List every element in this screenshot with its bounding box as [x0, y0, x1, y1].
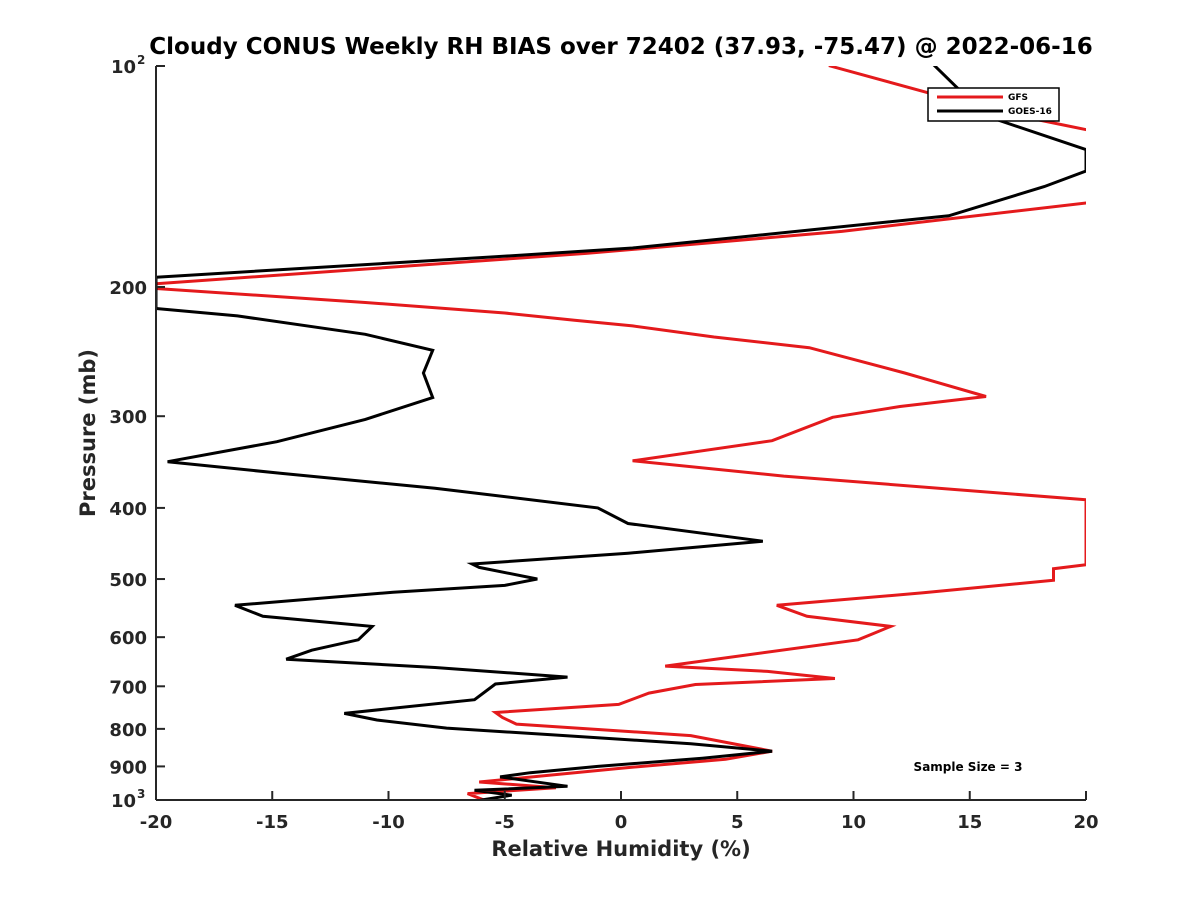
x-tick-label: -5: [495, 812, 515, 833]
series-layer: [156, 66, 1086, 800]
chart-title: Cloudy CONUS Weekly RH BIAS over 72402 (…: [149, 34, 1092, 60]
x-axis-label: Relative Humidity (%): [491, 837, 750, 861]
y-tick-label: 300: [109, 407, 147, 428]
x-tick-label: 10: [841, 812, 866, 833]
legend-box: [927, 87, 1060, 122]
series-line-gfs: [156, 66, 1086, 800]
y-tick-label: 700: [109, 677, 147, 698]
x-tick-label: 20: [1073, 812, 1098, 833]
x-tick-label: 15: [957, 812, 982, 833]
y-tick-label: 400: [109, 499, 147, 520]
y-axis-label: Pressure (mb): [76, 349, 100, 517]
y-tick-label: 10: [111, 791, 136, 812]
x-tick-label: -15: [256, 812, 289, 833]
y-tick-label: 10: [111, 57, 136, 78]
y-tick-label: 900: [109, 757, 147, 778]
legend-label-goes16: GOES-16: [1008, 107, 1052, 117]
y-tick-label: 800: [109, 720, 147, 741]
legend: GFS GOES-16: [927, 87, 1060, 122]
legend-label-gfs: GFS: [1008, 93, 1028, 103]
x-tick-label: 0: [615, 812, 628, 833]
x-tick-label: -20: [140, 812, 173, 833]
y-tick-label-exponent: 3: [137, 787, 145, 801]
y-tick-label: 600: [109, 628, 147, 649]
y-tick-label-exponent: 2: [137, 53, 145, 67]
sample-size-annotation: Sample Size = 3: [914, 760, 1023, 774]
y-tick-label: 200: [109, 278, 147, 299]
x-tick-label: -10: [372, 812, 405, 833]
y-tick-label: 500: [109, 570, 147, 591]
x-tick-label: 5: [731, 812, 744, 833]
series-line-goes16: [156, 66, 1086, 800]
